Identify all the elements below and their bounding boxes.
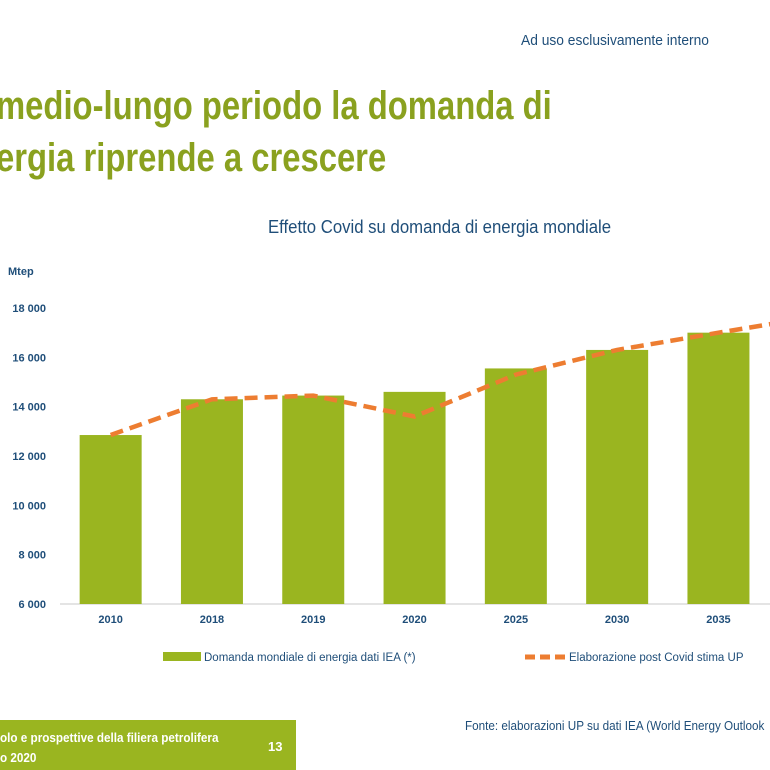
x-tick-label: 2010 xyxy=(98,614,122,626)
post-covid-estimate-line xyxy=(109,321,770,438)
chart-legend: Domanda mondiale di energia dati IEA (*)… xyxy=(163,652,744,664)
x-tick-label: 2020 xyxy=(402,614,426,626)
x-tick-label: 2030 xyxy=(605,614,629,626)
bar-2025 xyxy=(484,368,547,604)
slide-title: medio-lungo periodo la domanda di ergia … xyxy=(0,82,552,186)
slide-title-line1: medio-lungo periodo la domanda di xyxy=(0,84,552,128)
y-tick-label: 18 000 xyxy=(12,303,46,315)
y-tick-label: 16 000 xyxy=(12,352,46,364)
bar-2010 xyxy=(79,435,142,604)
chart-title: Effetto Covid su domanda di energia mond… xyxy=(268,217,612,237)
footer-title-line2: o 2020 xyxy=(0,750,37,765)
legend-bar-swatch xyxy=(163,652,201,661)
legend-bar-label: Domanda mondiale di energia dati IEA (*) xyxy=(204,652,416,664)
x-tick-label: 2035 xyxy=(706,614,730,626)
source-note: Fonte: elaborazioni UP su dati IEA (Worl… xyxy=(465,718,765,733)
legend-line-label: Elaborazione post Covid stima UP xyxy=(569,652,744,664)
y-axis-ticks: 6 000 8 000 10 000 12 000 14 000 16 000 18 000 xyxy=(12,303,46,611)
bar-2030 xyxy=(586,349,649,604)
x-tick-label: 2018 xyxy=(200,614,224,626)
y-tick-label: 10 000 xyxy=(12,500,46,512)
page-number: 13 xyxy=(268,739,283,754)
y-tick-label: 6 000 xyxy=(18,599,46,611)
x-tick-label: 2019 xyxy=(301,614,325,626)
footer-title-line1: olo e prospettive della filiera petrolif… xyxy=(0,730,219,745)
y-tick-label: 12 000 xyxy=(12,451,46,463)
y-tick-label: 14 000 xyxy=(12,402,46,414)
footer-banner: olo e prospettive della filiera petrolif… xyxy=(0,720,296,770)
energy-demand-chart: Mtep 6 000 8 000 10 000 12 000 14 000 16 000 1… xyxy=(8,266,770,664)
bar-2020 xyxy=(383,391,446,604)
y-tick-label: 8 000 xyxy=(18,550,46,562)
x-tick-label: 2025 xyxy=(504,614,528,626)
bar-2018 xyxy=(180,399,243,604)
y-axis-label: Mtep xyxy=(8,266,34,278)
bar-series xyxy=(79,332,750,604)
x-axis-ticks: 2010 2018 2019 2020 2025 2030 2035 xyxy=(98,614,730,626)
confidential-note: Ad uso esclusivamente interno xyxy=(521,32,709,49)
bar-2019 xyxy=(282,395,345,604)
bar-2035 xyxy=(687,332,750,604)
slide-title-line2: ergia riprende a crescere xyxy=(0,136,387,180)
